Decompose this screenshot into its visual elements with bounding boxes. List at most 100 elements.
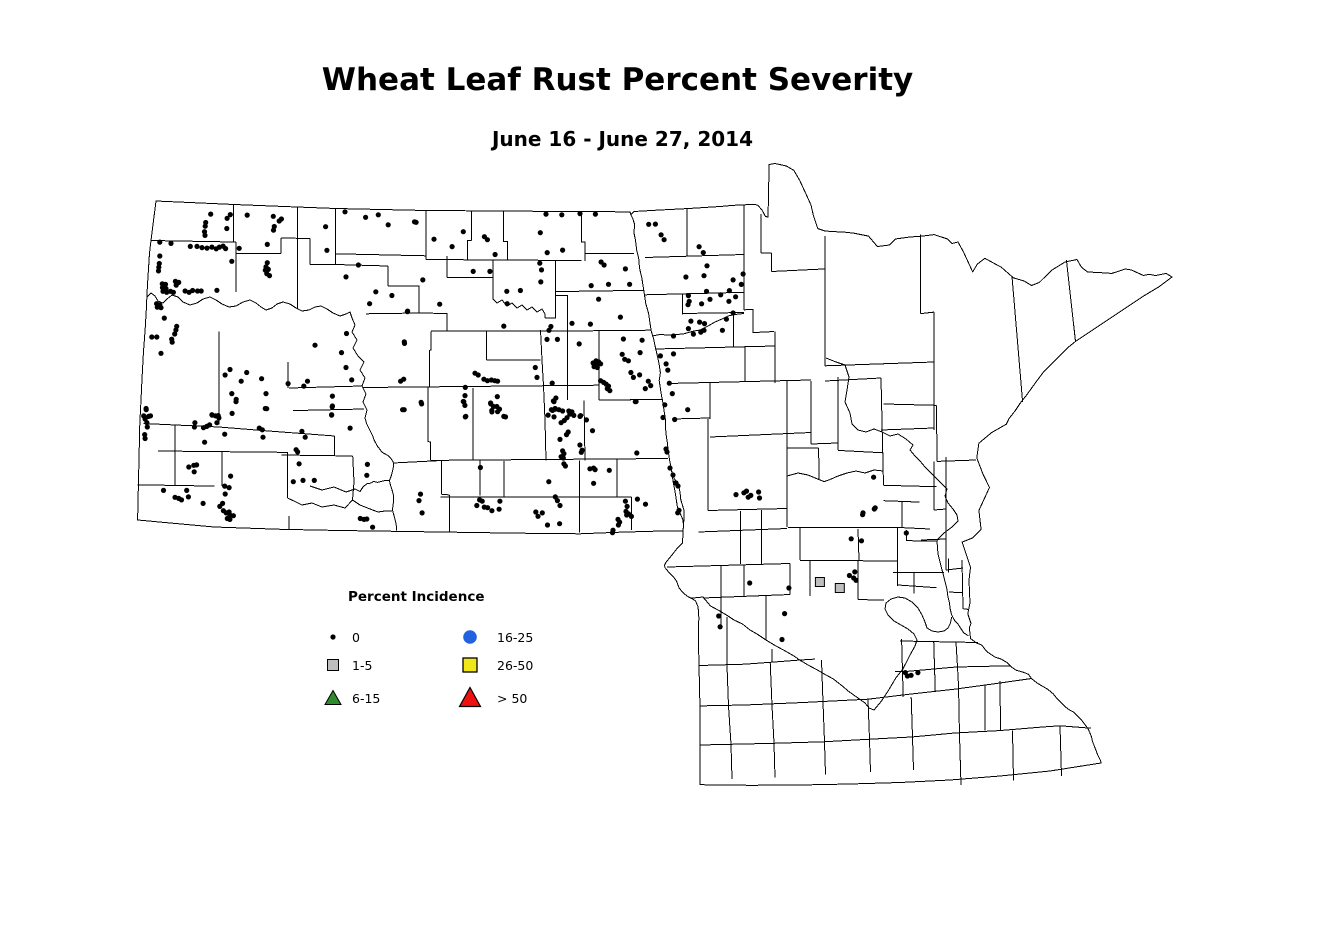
- severity-dot: [718, 292, 724, 298]
- severity-dot: [517, 287, 524, 294]
- severity-dot: [198, 288, 204, 294]
- severity-dot: [716, 613, 722, 619]
- severity-dot: [489, 409, 495, 415]
- severity-dot: [743, 488, 750, 494]
- severity-dot: [782, 611, 788, 617]
- severity-dot: [302, 434, 308, 440]
- severity-dot: [704, 263, 710, 269]
- severity-dot: [462, 384, 468, 390]
- severity-dot: [484, 237, 490, 243]
- mn-county-line: [962, 608, 970, 610]
- mn-county-line: [933, 640, 936, 693]
- legend-label: 0: [352, 630, 360, 645]
- severity-dot: [846, 572, 853, 579]
- severity-dot: [479, 498, 485, 504]
- nd-county-line: [281, 454, 353, 457]
- severity-dot: [648, 383, 654, 389]
- nd-county-line: [362, 384, 600, 388]
- severity-dot: [733, 294, 739, 300]
- severity-dot: [562, 463, 569, 469]
- mn-county-line: [867, 699, 871, 773]
- severity-dot: [658, 232, 664, 238]
- severity-dot: [634, 496, 641, 502]
- severity-dot: [185, 494, 191, 500]
- severity-dot: [484, 378, 490, 384]
- severity-dot: [504, 288, 510, 294]
- severity-dot: [587, 321, 594, 327]
- nd-county-line: [335, 253, 427, 257]
- severity-dot: [748, 492, 754, 498]
- severity-dot: [588, 283, 594, 289]
- severity-dot: [779, 636, 785, 643]
- severity-dot: [373, 289, 379, 295]
- severity-dot: [871, 474, 877, 480]
- severity-dot: [539, 510, 545, 516]
- nd-county-line: [137, 484, 215, 487]
- severity-dot: [184, 487, 190, 493]
- severity-dot: [544, 250, 550, 256]
- mn-county-line: [810, 442, 839, 445]
- mn-county-line: [699, 658, 816, 666]
- severity-dot: [549, 380, 555, 386]
- legend-label: 16-25: [497, 630, 533, 645]
- severity-dot: [672, 416, 678, 423]
- severity-dot: [497, 498, 503, 504]
- mn-county-line: [948, 591, 963, 594]
- severity-dot: [685, 407, 691, 413]
- severity-dot: [537, 260, 543, 266]
- mn-county-line: [691, 596, 953, 711]
- mn-county-line: [883, 403, 937, 406]
- severity-dot: [296, 461, 302, 467]
- severity-dot: [299, 428, 305, 434]
- severity-dot: [663, 361, 669, 367]
- severity-dot: [717, 624, 723, 630]
- nd-county-line: [309, 480, 390, 493]
- severity-dot: [701, 327, 707, 333]
- severity-dot: [606, 467, 612, 473]
- severity-dot: [285, 381, 291, 387]
- severity-dot: [202, 439, 208, 445]
- mn-county-line: [897, 526, 931, 530]
- severity-dot: [661, 237, 667, 243]
- mn-county-line: [707, 508, 788, 511]
- severity-dot: [583, 417, 590, 423]
- severity-dot: [557, 521, 563, 527]
- severity-dot: [199, 245, 205, 251]
- mn-county-line: [699, 725, 1091, 746]
- severity-dot: [551, 399, 557, 405]
- legend-label: 1-5: [352, 658, 372, 673]
- mn-county-line: [883, 500, 920, 503]
- mn-county-line: [698, 528, 788, 533]
- severity-dot: [244, 369, 250, 376]
- severity-dot: [226, 485, 232, 491]
- severity-dot: [270, 213, 276, 219]
- severity-dot: [669, 391, 675, 397]
- severity-dot: [577, 211, 583, 217]
- severity-dot: [577, 442, 583, 448]
- nd-county-line: [555, 289, 644, 293]
- severity-dot: [229, 391, 235, 397]
- severity-dot: [290, 479, 296, 485]
- mn-county-line: [955, 641, 962, 786]
- severity-dot: [363, 214, 369, 220]
- severity-dot: [665, 367, 671, 373]
- severity-dot: [154, 334, 160, 340]
- severity-dot: [343, 274, 349, 280]
- severity-dot: [227, 366, 233, 373]
- severity-dot: [169, 339, 175, 345]
- severity-dot: [227, 516, 233, 523]
- severity-dot: [147, 413, 154, 419]
- severity-dot: [222, 491, 228, 497]
- mn-county-line: [1065, 259, 1076, 342]
- nd-county-line: [555, 260, 568, 400]
- nd-county-line: [280, 237, 311, 239]
- severity-dot: [627, 281, 633, 287]
- severity-dot: [191, 424, 197, 430]
- severity-dot: [204, 245, 210, 251]
- mn-county-line: [837, 449, 884, 454]
- severity-square: [814, 577, 825, 587]
- severity-dot: [756, 489, 762, 495]
- chart-title: Wheat Leaf Rust Percent Severity: [321, 62, 914, 98]
- severity-dot: [187, 243, 193, 249]
